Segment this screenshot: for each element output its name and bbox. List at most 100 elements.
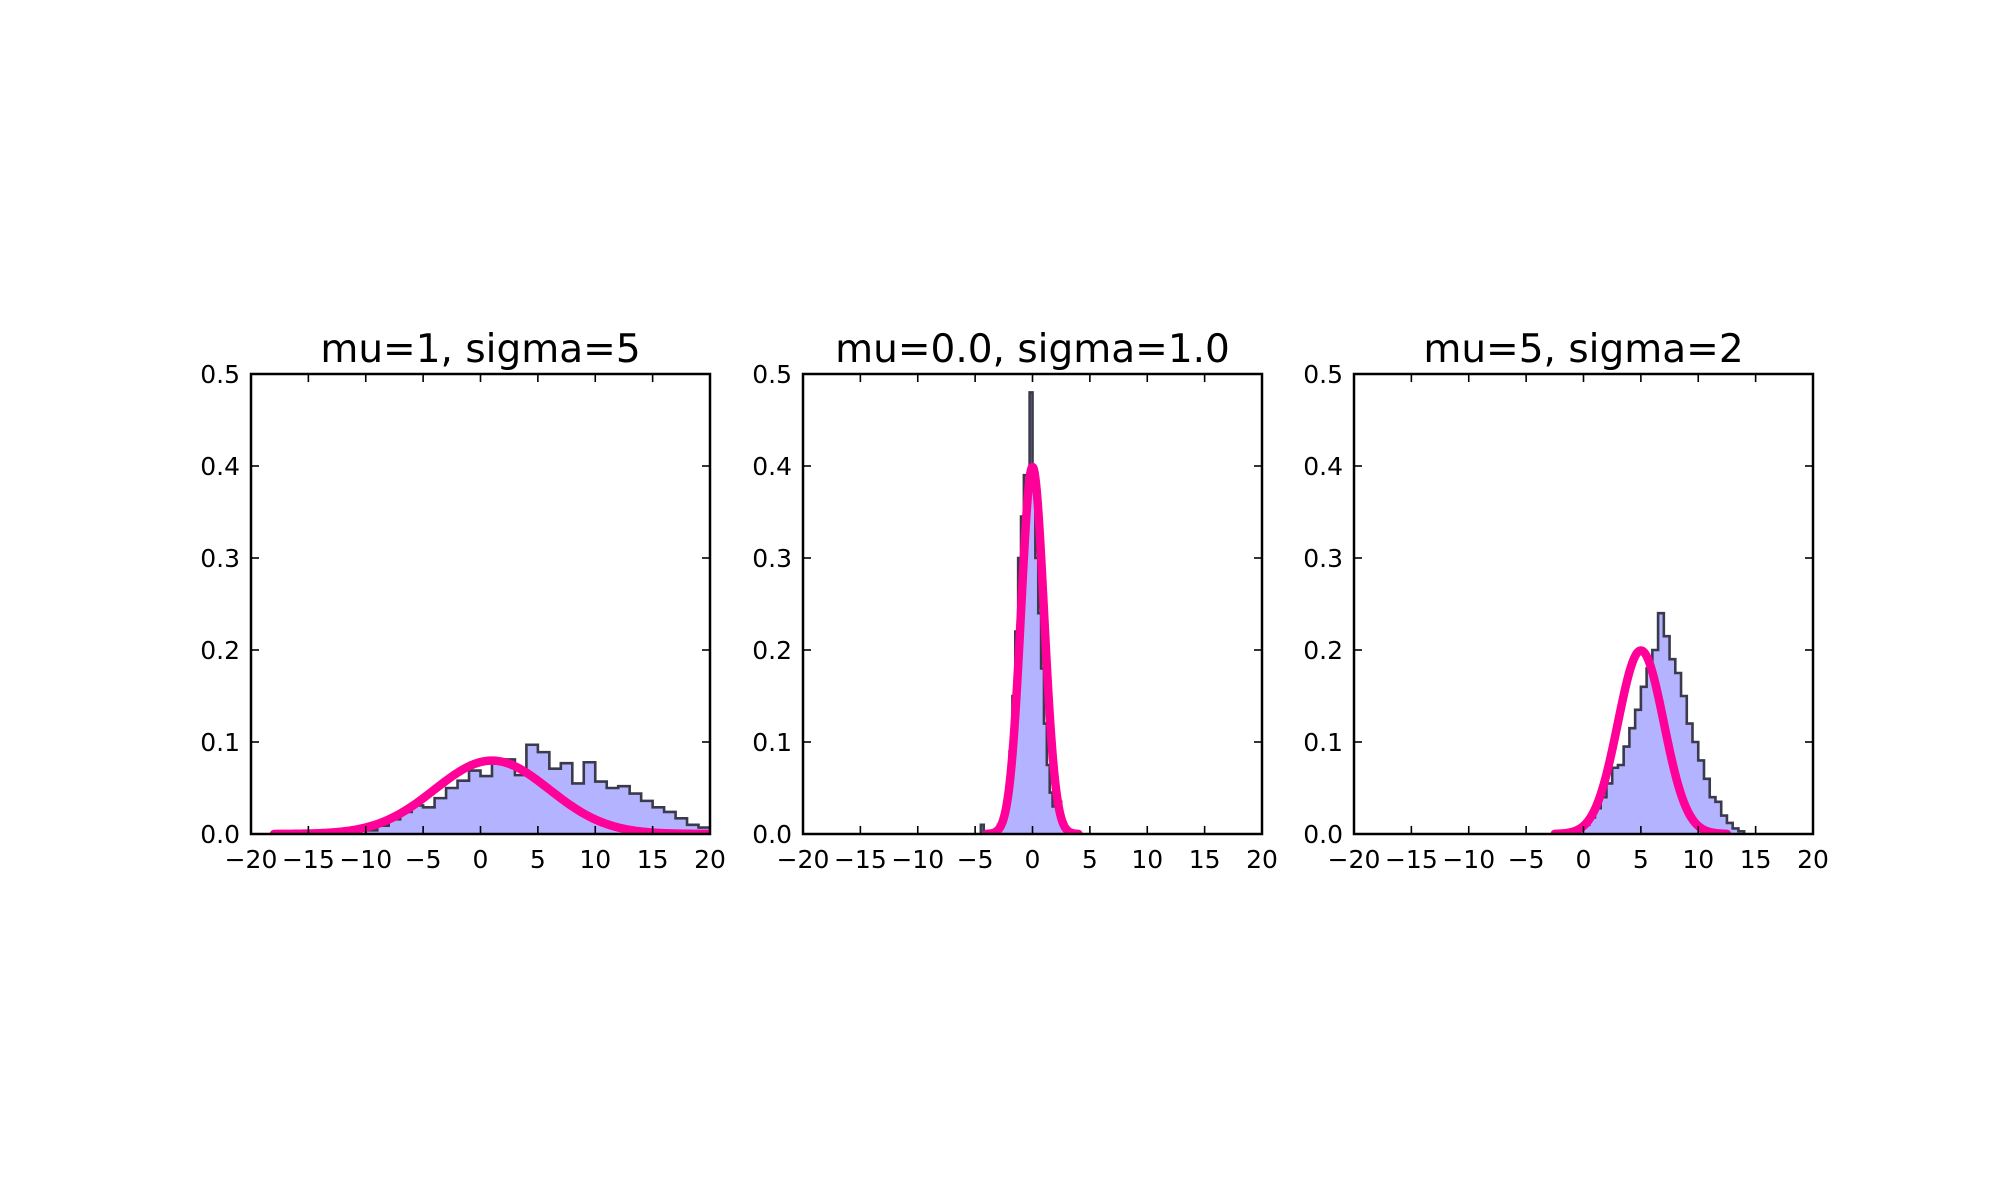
pdf-curve	[269, 756, 710, 834]
histogram-bar	[1021, 516, 1025, 834]
histogram-bar	[388, 819, 401, 834]
x-tick-label: 10	[579, 845, 611, 874]
histogram-bar	[1583, 824, 1590, 834]
chart-panel-2: −20 −15 −10 −5 0 5 10 15 20 0.0 0.1 0.2 0.3 0.4 0.5 mu=…	[752, 327, 1278, 874]
y-tick-label: 0.3	[752, 544, 792, 573]
histogram-bar	[583, 762, 596, 834]
histogram-bar	[664, 811, 676, 834]
chart-panel-3: −20 −15 −10 −5 0 5 10 15 20 0.0 0.1 0.2 0.3 0.4 0.5 mu=…	[1303, 327, 1829, 874]
histogram-bar	[629, 793, 642, 834]
chart-title: mu=0.0, sigma=1.0	[835, 327, 1230, 372]
histogram-bar	[1041, 668, 1045, 834]
x-tick-label: 5	[1633, 845, 1649, 874]
histogram-bar	[1617, 765, 1625, 834]
y-tick-label: 0.2	[200, 636, 240, 665]
x-tick-label: 10	[1682, 845, 1714, 874]
histogram-bar	[514, 775, 527, 834]
x-tick-label: −15	[1385, 845, 1438, 874]
x-tick-label: −5	[405, 845, 442, 874]
x-tick-label: −20	[1328, 845, 1381, 874]
histogram-bar	[675, 818, 688, 834]
histogram-bar	[469, 770, 481, 834]
histogram-bar	[491, 761, 504, 834]
plot-area	[979, 391, 1083, 834]
y-tick-label: 0.0	[1303, 820, 1343, 849]
histogram-bar	[1029, 392, 1033, 834]
histogram-bar	[1698, 760, 1705, 834]
histogram-bar	[618, 786, 631, 834]
histogram-outline	[364, 743, 710, 834]
y-tick-label: 0.5	[1303, 360, 1343, 389]
x-tick-label: −20	[225, 845, 278, 874]
x-tick-label: 20	[694, 845, 726, 874]
histogram-bar	[1052, 806, 1056, 834]
x-tick-label: −10	[339, 845, 392, 874]
pdf-curve	[982, 462, 1083, 834]
histogram-bar	[1703, 778, 1711, 834]
y-tick-label: 0.1	[752, 728, 792, 757]
x-tick-label: −5	[957, 845, 994, 874]
histogram-bar	[1709, 797, 1716, 834]
y-tick-label: 0.2	[1303, 636, 1343, 665]
histogram-bar	[1652, 650, 1659, 834]
x-tick-label: 0	[473, 845, 489, 874]
x-tick-label: 15	[1189, 845, 1221, 874]
y-tick-label: 0.4	[1303, 452, 1343, 481]
histogram-bar	[1686, 723, 1693, 834]
histogram-bar	[400, 811, 413, 834]
histogram-bar	[1715, 801, 1722, 834]
y-tick-label: 0.2	[752, 636, 792, 665]
y-tick-label: 0.0	[200, 820, 240, 849]
histogram-bar	[1635, 709, 1642, 834]
histogram-bar	[526, 744, 539, 834]
histogram-bar	[1675, 673, 1682, 834]
histogram-bar	[1032, 484, 1036, 834]
x-tick-label: 5	[1082, 845, 1098, 874]
histogram-bar	[1629, 728, 1636, 834]
histogram-bar	[1035, 558, 1039, 834]
histogram-bar	[446, 788, 458, 834]
x-tick-label: 5	[530, 845, 546, 874]
histogram-bar	[411, 805, 424, 834]
plot-area	[1550, 611, 1746, 834]
histogram-bar	[1623, 746, 1630, 834]
chart-panel-1: −20 −15 −10 −5 0 5 10 15 20 0.0 0.1 0.2 0.3 0.4 0.5 mu=…	[200, 327, 726, 874]
x-tick-label: 0	[1576, 845, 1592, 874]
histogram-bar	[1049, 792, 1053, 834]
y-tick-label: 0.5	[752, 360, 792, 389]
x-tick-label: 15	[1740, 845, 1772, 874]
x-tick-label: −20	[777, 845, 830, 874]
histogram-bar	[423, 807, 436, 834]
y-tick-label: 0.3	[200, 544, 240, 573]
plot-area	[269, 743, 710, 834]
histogram-bar	[1594, 808, 1602, 834]
x-tick-label: 20	[1246, 845, 1278, 874]
histogram-bar	[434, 798, 447, 834]
y-tick-label: 0.5	[200, 360, 240, 389]
y-tick-label: 0.1	[1303, 728, 1343, 757]
histogram-bar	[641, 800, 654, 834]
y-tick-label: 0.4	[200, 452, 240, 481]
x-tick-label: 10	[1131, 845, 1163, 874]
histogram-bar	[595, 781, 608, 834]
histogram-bar	[1726, 822, 1734, 834]
histogram-bar	[549, 768, 562, 834]
x-tick-label: 0	[1025, 845, 1041, 874]
y-tick-label: 0.1	[200, 728, 240, 757]
x-tick-label: −15	[834, 845, 887, 874]
histogram-bar	[1640, 686, 1648, 834]
pdf-curve	[1550, 646, 1732, 834]
histogram-bar	[606, 788, 619, 834]
chart-title: mu=1, sigma=5	[320, 327, 640, 372]
histogram-bar	[1738, 831, 1745, 834]
y-tick-label: 0.4	[752, 452, 792, 481]
x-tick-label: −15	[282, 845, 335, 874]
histogram-bar	[1606, 783, 1613, 834]
histogram-bar	[480, 776, 493, 834]
histogram-bar	[457, 780, 470, 834]
y-tick-label: 0.0	[752, 820, 792, 849]
histogram-bar	[1612, 767, 1619, 834]
histogram-bar	[1589, 817, 1596, 834]
